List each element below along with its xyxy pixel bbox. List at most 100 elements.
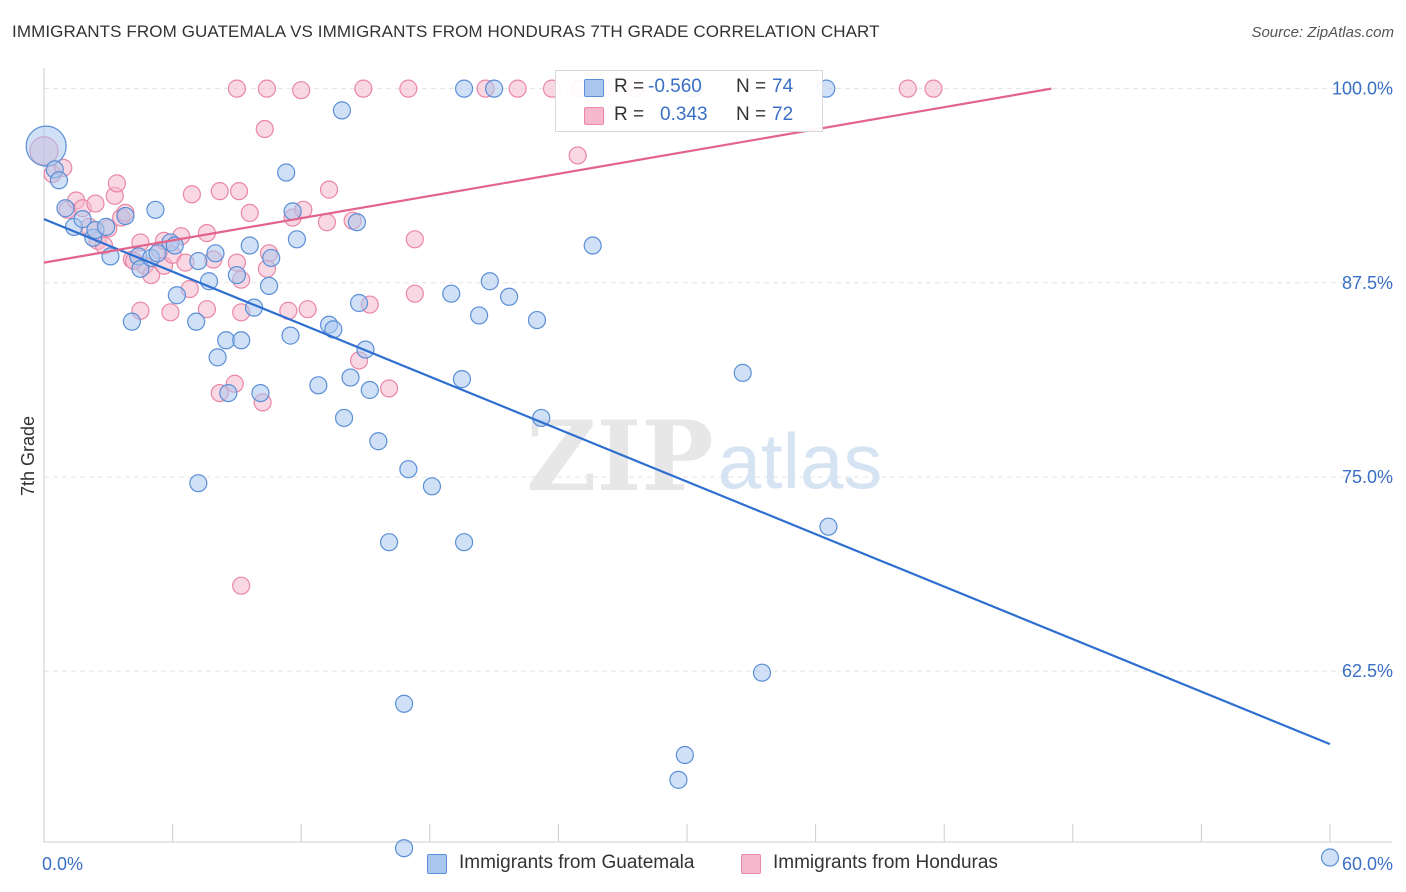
watermark: ZIP atlas <box>526 400 882 513</box>
source-label: Source: ZipAtlas.com <box>1251 24 1394 41</box>
guatemala-point <box>334 408 354 428</box>
honduras-point <box>379 379 399 398</box>
x-tick-label: 0.0% <box>42 854 83 874</box>
watermark-zip: ZIP <box>526 400 713 513</box>
bottom-legend-label-guatemala: Immigrants from Guatemala <box>459 852 695 873</box>
axis-layer <box>43 68 1392 843</box>
bottom-legend-swatch-honduras <box>741 854 761 874</box>
guatemala-point <box>394 694 414 713</box>
y-tick-label: 75.0% <box>1342 467 1393 487</box>
y-axis-title: 7th Grade <box>18 416 38 496</box>
legend-swatch-honduras <box>584 107 604 125</box>
honduras-point <box>354 79 373 98</box>
guatemala-points <box>25 79 1340 867</box>
guatemala-point <box>122 312 141 331</box>
legend-r-label: R = <box>614 104 645 125</box>
guatemala-point <box>332 101 352 120</box>
legend-r-label: R = <box>614 76 645 97</box>
bottom-legend-label-honduras: Immigrants from Honduras <box>773 852 998 873</box>
honduras-point <box>405 284 424 303</box>
trend-line-honduras <box>43 87 1052 264</box>
guatemala-point <box>227 265 246 285</box>
guatemala-point <box>167 286 186 305</box>
guatemala-point <box>287 230 307 249</box>
guatemala-point <box>262 248 281 268</box>
guatemala-point <box>240 236 259 255</box>
honduras-point <box>161 303 180 322</box>
guatemala-point <box>189 474 208 493</box>
honduras-point <box>210 182 229 201</box>
guatemala-point <box>97 217 116 236</box>
honduras-point <box>399 79 418 98</box>
guatemala-point <box>25 125 67 167</box>
x-tick-label: 60.0% <box>1342 854 1393 874</box>
guatemala-point <box>485 79 504 98</box>
guatemala-point <box>283 202 302 221</box>
guatemala-point <box>819 517 838 536</box>
guatemala-point <box>277 163 296 182</box>
legend-row-guatemala: R = -0.560 N = 74 <box>556 73 822 101</box>
guatemala-point <box>309 376 328 395</box>
guatemala-point <box>259 276 279 296</box>
honduras-point <box>292 81 311 100</box>
honduras-point <box>405 230 424 249</box>
guatemala-point <box>232 331 251 350</box>
legend-swatch-guatemala <box>584 79 604 97</box>
guatemala-point <box>379 533 399 552</box>
guatemala-point <box>187 312 206 331</box>
legend-n-value: 72 <box>772 104 794 125</box>
honduras-points <box>29 79 943 595</box>
honduras-point <box>898 79 917 98</box>
guatemala-point <box>583 236 602 255</box>
guatemala-point <box>733 363 752 382</box>
legend-row-honduras: R = 0.343 N = 72 <box>556 101 822 129</box>
legend-r-value: -0.560 <box>648 76 702 97</box>
trend-line-guatemala <box>43 218 1331 746</box>
honduras-point <box>568 146 587 165</box>
legend-n-label: N = <box>736 104 767 125</box>
guatemala-point <box>56 199 75 218</box>
honduras-point <box>229 182 249 201</box>
guatemala-point <box>669 770 688 789</box>
stats-legend: R = -0.560 N = 74 R = 0.343 N = 72 <box>555 70 823 132</box>
honduras-point <box>924 79 943 98</box>
y-tick-label: 100.0% <box>1332 79 1393 99</box>
honduras-point <box>255 119 274 139</box>
guatemala-point <box>341 368 360 387</box>
honduras-point <box>298 300 317 319</box>
guatemala-point <box>1320 848 1340 867</box>
guatemala-point <box>251 383 270 403</box>
honduras-point <box>257 79 277 98</box>
guatemala-point <box>452 370 472 389</box>
guatemala-point <box>500 287 519 306</box>
axis-labels: 100.0% 87.5% 75.0% 62.5% 0.0% 60.0% 7th Grade <box>18 79 1393 874</box>
guatemala-point <box>399 460 418 479</box>
guatemala-point <box>675 745 694 765</box>
guatemala-point <box>146 200 165 219</box>
guatemala-point <box>281 326 300 345</box>
honduras-point <box>319 180 339 199</box>
guatemala-point <box>752 663 772 682</box>
guatemala-point <box>442 284 461 303</box>
guatemala-point <box>116 206 135 226</box>
honduras-point <box>240 203 259 223</box>
guatemala-point <box>347 213 367 232</box>
honduras-point <box>227 79 246 98</box>
bottom-legend-swatch-guatemala <box>427 854 447 874</box>
honduras-point <box>232 576 251 595</box>
honduras-point <box>317 213 337 232</box>
legend-n-label: N = <box>736 76 767 97</box>
legend-n-value: 74 <box>772 76 794 97</box>
guatemala-point <box>73 210 92 229</box>
honduras-point <box>197 300 216 319</box>
honduras-point <box>107 174 126 193</box>
guatemala-point <box>189 251 208 271</box>
guatemala-point <box>527 310 547 330</box>
chart-title: IMMIGRANTS FROM GUATEMALA VS IMMIGRANTS … <box>12 22 880 41</box>
guatemala-point <box>422 477 442 496</box>
guatemala-point <box>394 839 414 858</box>
trend-lines <box>43 87 1331 746</box>
guatemala-point <box>360 380 379 400</box>
y-tick-label: 87.5% <box>1342 273 1393 293</box>
